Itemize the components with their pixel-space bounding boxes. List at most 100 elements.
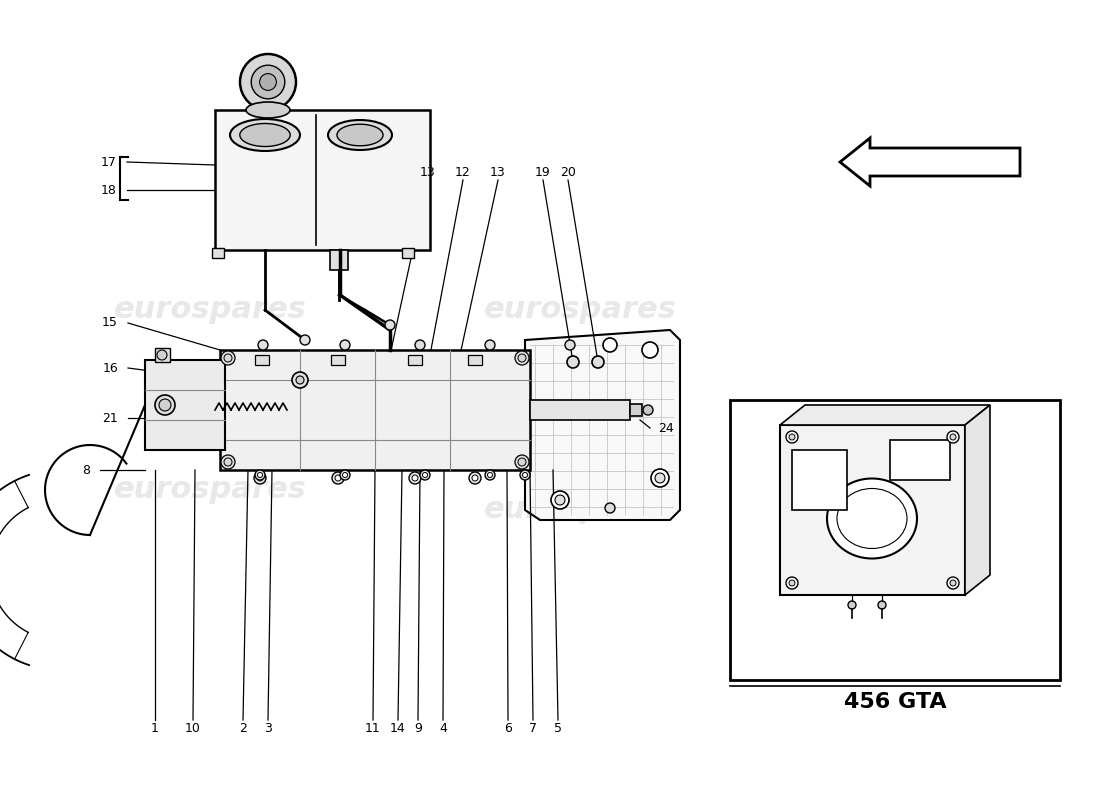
Circle shape [518, 458, 526, 466]
Circle shape [296, 376, 304, 384]
Circle shape [257, 475, 263, 481]
Circle shape [409, 472, 421, 484]
Circle shape [566, 356, 579, 368]
Polygon shape [525, 330, 680, 520]
Circle shape [592, 356, 604, 368]
Bar [220, 350, 530, 470]
Text: 456 GTA: 456 GTA [844, 692, 946, 712]
Text: 20: 20 [560, 166, 576, 178]
Bar [792, 450, 847, 510]
Text: 22: 22 [874, 621, 890, 634]
Circle shape [515, 351, 529, 365]
Text: 4: 4 [439, 722, 447, 734]
Text: 1: 1 [151, 722, 158, 734]
Circle shape [469, 472, 481, 484]
Circle shape [254, 472, 266, 484]
Text: 23: 23 [844, 621, 860, 634]
Circle shape [603, 338, 617, 352]
Bar [780, 425, 965, 595]
Bar [890, 440, 950, 480]
Circle shape [157, 350, 167, 360]
Circle shape [255, 470, 265, 480]
Bar [408, 355, 422, 365]
Circle shape [224, 354, 232, 362]
Circle shape [605, 503, 615, 513]
Polygon shape [965, 405, 990, 595]
Text: 10: 10 [185, 722, 201, 734]
Ellipse shape [230, 119, 300, 151]
Circle shape [786, 577, 798, 589]
Text: 18: 18 [101, 183, 117, 197]
Text: 13: 13 [420, 166, 436, 178]
Bar [155, 348, 170, 362]
Text: eurospares: eurospares [484, 295, 676, 325]
Text: 12: 12 [455, 166, 471, 178]
Circle shape [786, 431, 798, 443]
Text: 2: 2 [239, 722, 246, 734]
Circle shape [950, 434, 956, 440]
Circle shape [644, 405, 653, 415]
Bar [468, 355, 482, 365]
Circle shape [221, 455, 235, 469]
Text: 9: 9 [414, 722, 422, 734]
Circle shape [251, 66, 285, 98]
Circle shape [257, 473, 263, 478]
Circle shape [522, 473, 528, 478]
Bar [530, 400, 630, 420]
Text: 6: 6 [504, 722, 512, 734]
Bar [402, 248, 414, 258]
Text: 3: 3 [264, 722, 272, 734]
Circle shape [789, 434, 795, 440]
Text: 19: 19 [535, 166, 551, 178]
Text: 15: 15 [102, 317, 118, 330]
Text: 7: 7 [529, 722, 537, 734]
Circle shape [240, 54, 296, 110]
Circle shape [342, 473, 348, 478]
Bar [331, 355, 345, 365]
Bar [214, 110, 430, 250]
Circle shape [260, 74, 276, 90]
Circle shape [155, 395, 175, 415]
Bar [630, 404, 642, 416]
Circle shape [947, 577, 959, 589]
Text: 5: 5 [554, 722, 562, 734]
Ellipse shape [240, 123, 290, 146]
Circle shape [651, 469, 669, 487]
Circle shape [420, 470, 430, 480]
Circle shape [878, 601, 886, 609]
Circle shape [556, 495, 565, 505]
Circle shape [485, 470, 495, 480]
Circle shape [487, 473, 493, 478]
Ellipse shape [837, 489, 908, 549]
Circle shape [950, 580, 956, 586]
Bar [330, 250, 348, 270]
Text: 13: 13 [491, 166, 506, 178]
Bar [255, 355, 270, 365]
Ellipse shape [337, 124, 383, 146]
Circle shape [520, 470, 530, 480]
Circle shape [565, 340, 575, 350]
Polygon shape [840, 138, 1020, 186]
Circle shape [221, 351, 235, 365]
Circle shape [485, 340, 495, 350]
Text: 17: 17 [101, 155, 117, 169]
Ellipse shape [246, 102, 290, 118]
Polygon shape [780, 405, 990, 425]
Circle shape [336, 475, 341, 481]
Circle shape [515, 455, 529, 469]
Circle shape [224, 458, 232, 466]
Text: 16: 16 [102, 362, 118, 374]
Text: 14: 14 [390, 722, 406, 734]
Text: 11: 11 [365, 722, 381, 734]
Text: eurospares: eurospares [113, 475, 307, 505]
Circle shape [422, 473, 428, 478]
Circle shape [258, 340, 268, 350]
Circle shape [518, 354, 526, 362]
Circle shape [789, 580, 795, 586]
Text: 8: 8 [82, 463, 90, 477]
Circle shape [385, 320, 395, 330]
Text: eurospares: eurospares [484, 495, 676, 525]
Circle shape [472, 475, 478, 481]
Ellipse shape [827, 478, 917, 558]
Circle shape [412, 475, 418, 481]
